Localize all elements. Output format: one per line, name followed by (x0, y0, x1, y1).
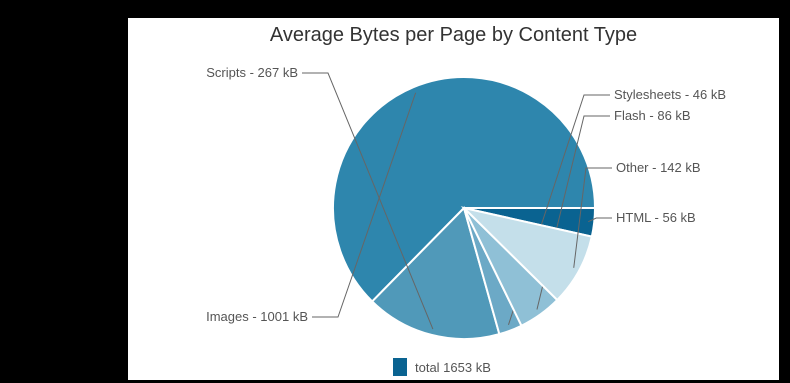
leader-line-scripts (302, 72, 434, 330)
slice-label-scripts: Scripts - 267 kB (206, 65, 298, 80)
slice-label-html: HTML - 56 kB (616, 210, 696, 225)
chart-title: Average Bytes per Page by Content Type (269, 24, 638, 46)
legend-swatch (393, 358, 407, 376)
slice-label-flash: Flash - 86 kB (614, 108, 691, 123)
leader-line-other (573, 167, 612, 268)
slice-label-stylesheets: Stylesheets - 46 kB (614, 87, 726, 102)
chart-legend: total 1653 kB (393, 358, 491, 376)
chart-panel: Average Bytes per Page by Content Type H… (128, 18, 779, 380)
legend-label: total 1653 kB (415, 359, 491, 375)
pie-chart: HTML - 56 kB Images - 1001 kB Scripts - 26… (206, 65, 726, 340)
slice-label-other: Other - 142 kB (616, 160, 701, 175)
pie-slice-scripts (370, 206, 501, 340)
leader-line-html (588, 217, 612, 223)
pie-slice-other (460, 206, 594, 302)
slice-label-images: Images - 1001 kB (206, 309, 308, 324)
leader-line-images (312, 92, 417, 318)
